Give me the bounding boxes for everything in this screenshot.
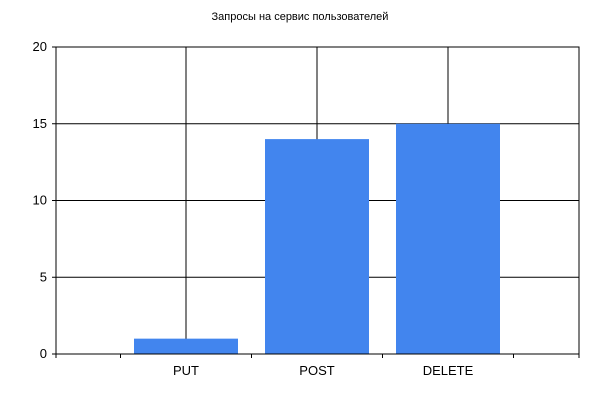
x-tick-label: DELETE [423,363,474,378]
bars [134,123,500,354]
x-tick-label: PUT [173,363,199,378]
y-tick-label: 20 [33,39,47,54]
y-tick-label: 10 [33,193,47,208]
bar-put [134,338,238,354]
bar-post [265,139,369,354]
y-axis-ticks: 0 5 10 15 20 [33,39,56,361]
chart-title: Запросы на сервис пользователей [211,11,389,23]
y-tick-label: 15 [33,116,47,131]
x-tick-label: POST [299,363,334,378]
x-axis-ticks: PUT POST DELETE [55,354,580,378]
bar-delete [396,123,500,354]
y-tick-label: 5 [40,269,47,284]
y-tick-label: 0 [40,346,47,361]
